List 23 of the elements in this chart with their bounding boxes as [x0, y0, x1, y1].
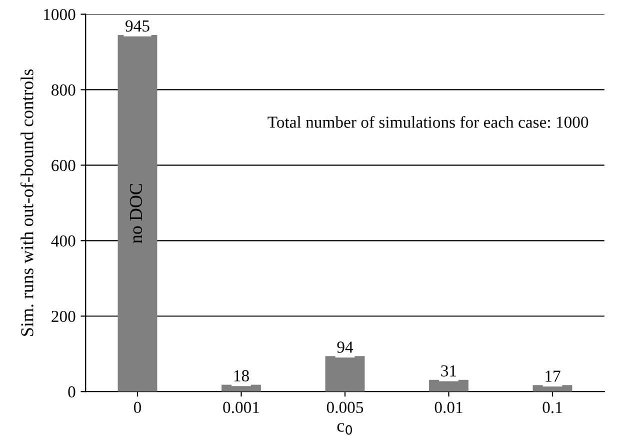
y-tick-label: 200	[52, 310, 76, 322]
annotation: Total number of simulations for each case: 1000	[268, 116, 588, 128]
data-label: 31	[441, 365, 456, 377]
bar	[118, 34, 158, 392]
data-label: 94	[337, 342, 354, 353]
y-axis-title: Sim. runs with out-of-bound controls	[20, 69, 34, 336]
x-axis-title: c$_{0}$	[337, 423, 352, 435]
data-label: 945	[126, 20, 150, 32]
bar	[429, 380, 468, 392]
y-tick-label: 800	[52, 84, 76, 96]
annotation: no DOC	[130, 184, 142, 244]
data-label: 18	[234, 370, 249, 382]
y-tick-label: 0	[68, 386, 76, 398]
x-tick-label: 0	[134, 402, 142, 414]
y-tick-label: 600	[52, 160, 76, 172]
x-tick-label: 0.001	[223, 402, 259, 414]
data-label: 17	[546, 370, 560, 382]
y-tick-label: 1000	[44, 8, 76, 20]
bar	[325, 356, 365, 392]
x-tick-label: 0.01	[434, 402, 462, 414]
x-tick-label: 0.005	[326, 402, 364, 414]
x-tick-label: 0.1	[542, 402, 562, 414]
y-tick-label: 400	[51, 235, 76, 247]
